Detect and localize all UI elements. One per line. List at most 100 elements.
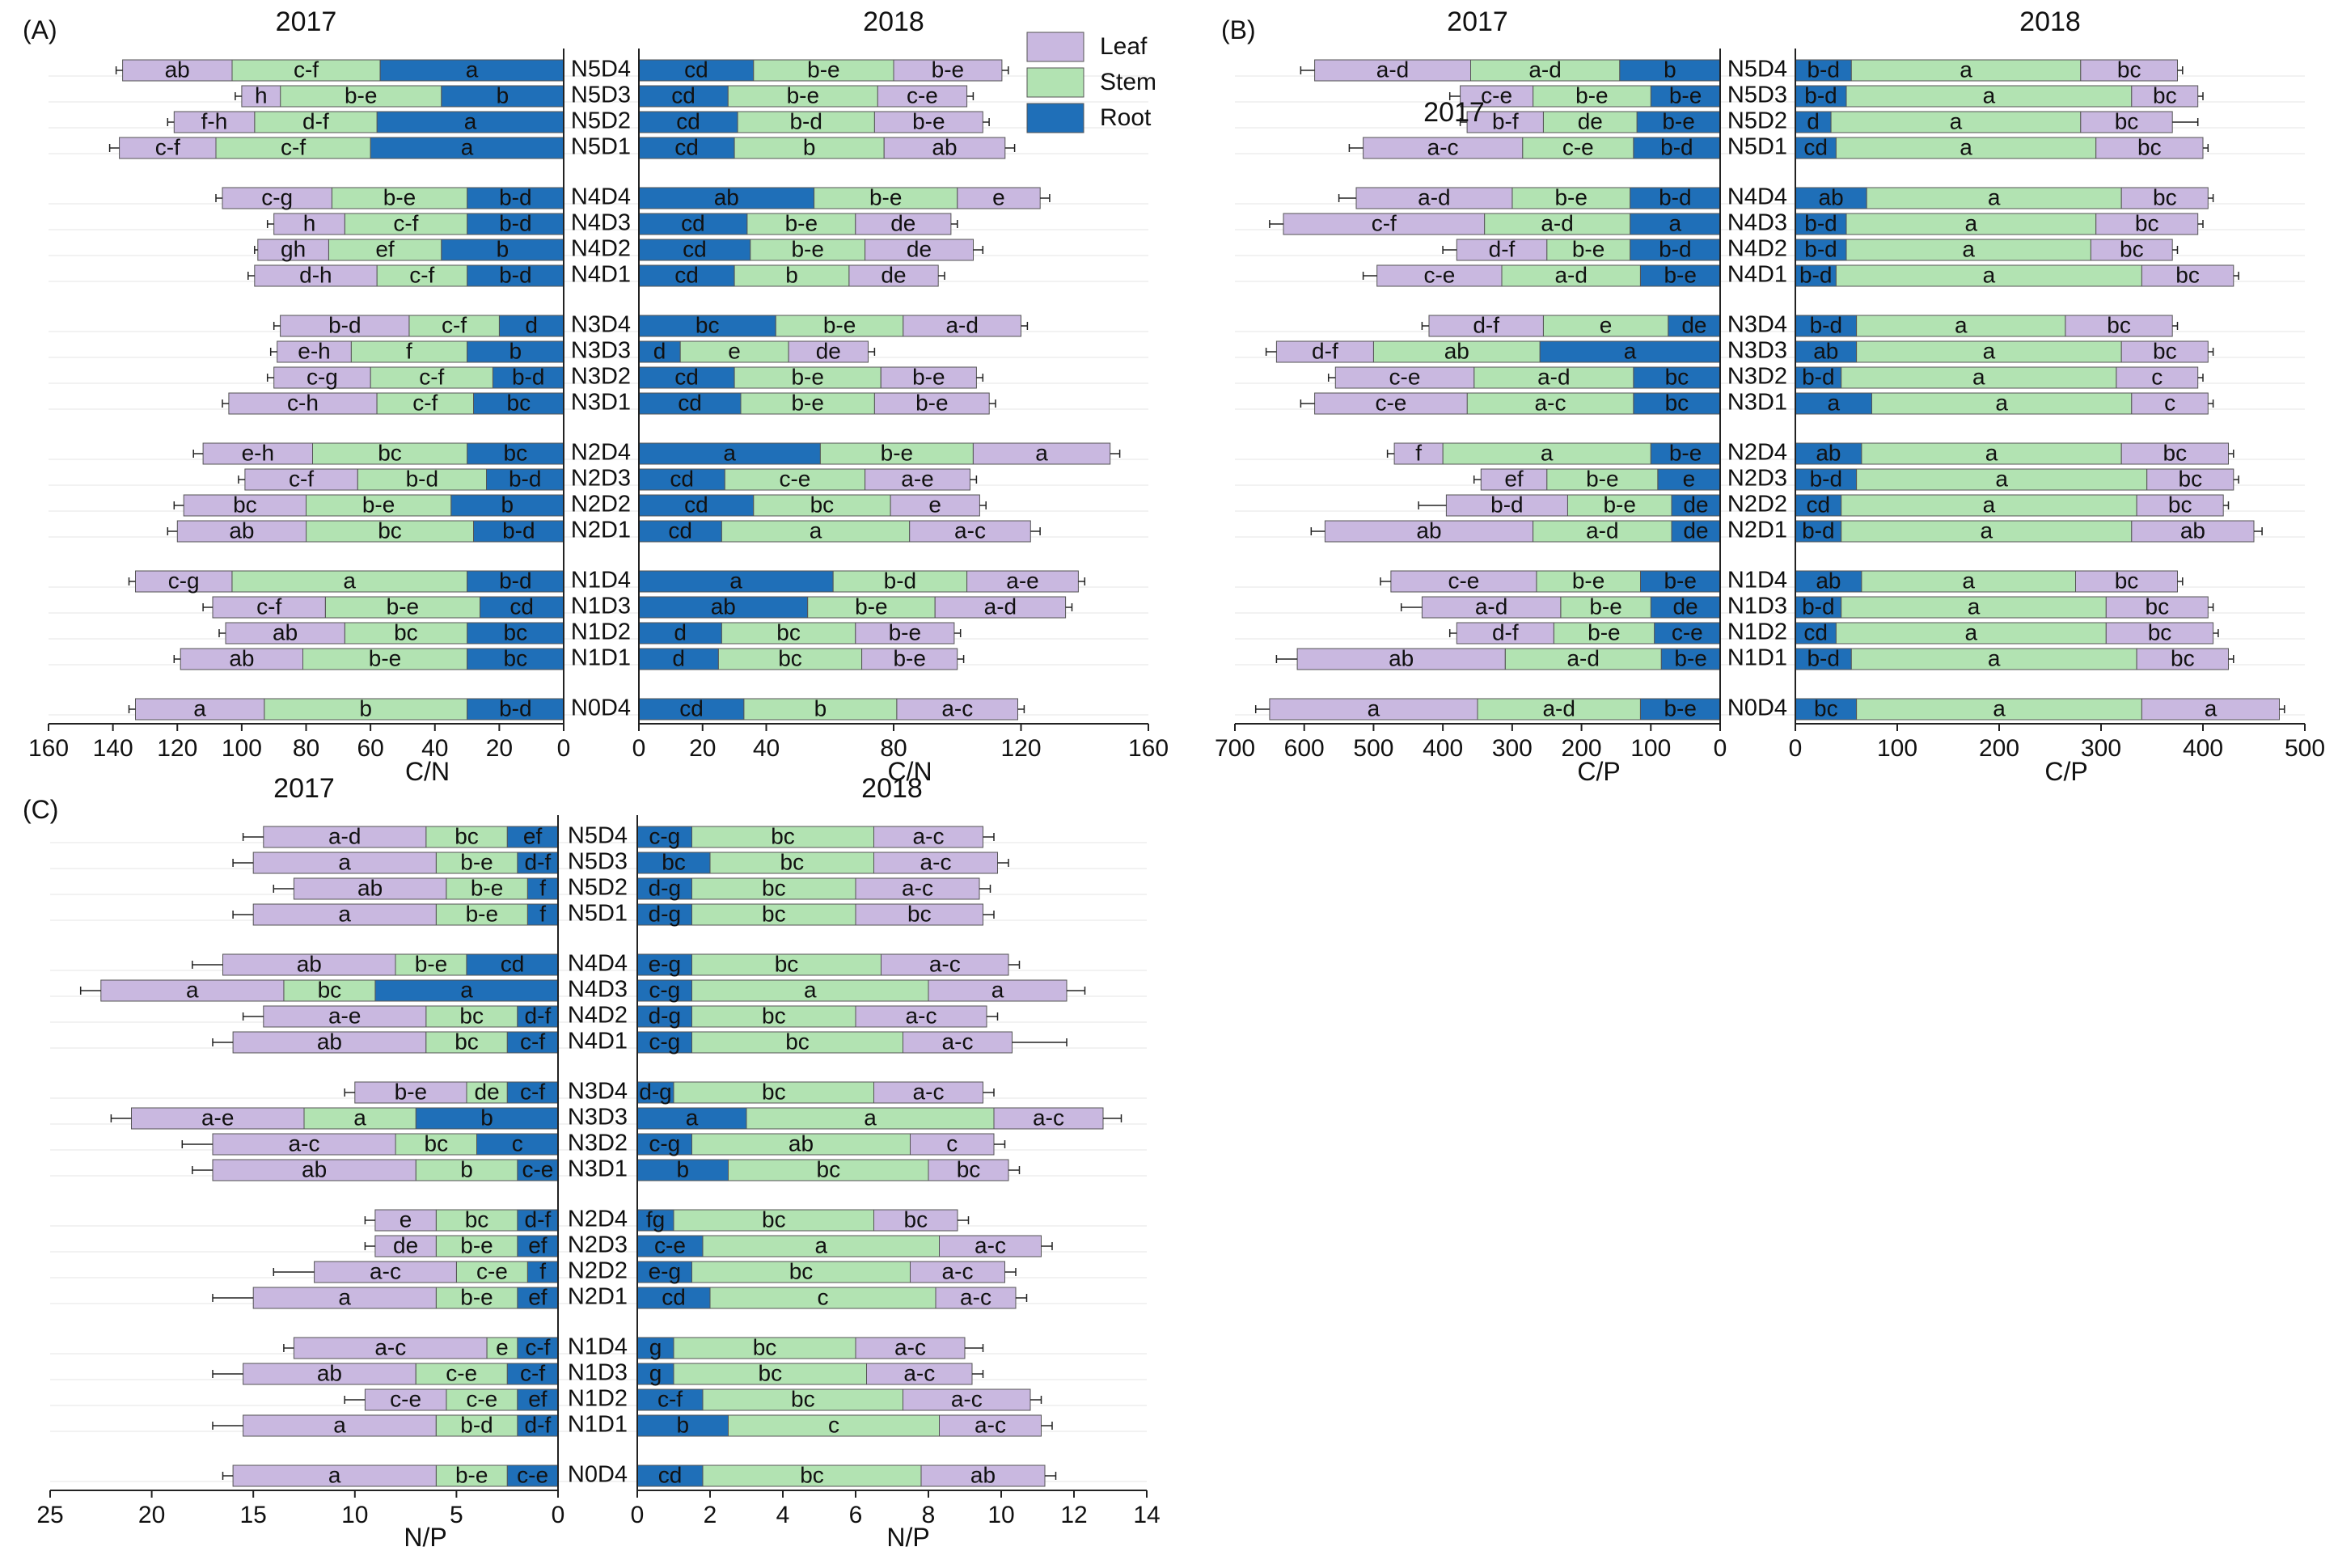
x-tick-label: 300 <box>2081 735 2121 762</box>
treatment-label-n4d1: N4D1 <box>1727 262 1787 288</box>
bar-stem-n2d2 <box>753 494 891 517</box>
bar-stem-n5d2 <box>691 877 856 900</box>
bar-leaf-n5d4 <box>263 826 427 848</box>
bar-leaf-n3d3 <box>131 1107 305 1130</box>
treatment-label-n5d1: N5D1 <box>1727 134 1787 160</box>
letter-leaf-n1d2: ab <box>273 619 298 645</box>
treatment-label-n5d1: N5D1 <box>571 134 631 160</box>
letter-leaf-n1d1: ab <box>1389 645 1414 670</box>
treatment-label-n3d3: N3D3 <box>1727 338 1787 364</box>
letter-stem-n2d3: b-e <box>1586 466 1618 491</box>
bar-leaf-n2d1 <box>1324 520 1534 543</box>
bar-root-n5d2 <box>376 111 564 133</box>
letter-root-n2d4: bc <box>504 440 528 465</box>
bar-leaf-n5d4 <box>873 826 983 848</box>
bar-root-n4d2 <box>441 239 564 261</box>
treatment-label-n3d2: N3D2 <box>571 364 631 390</box>
letter-leaf-n2d2: bc <box>2168 492 2192 517</box>
bar-stem-n4d2 <box>1845 239 2091 261</box>
bar-leaf-n2d4 <box>873 1209 958 1232</box>
bar-root-n4d4 <box>466 953 559 976</box>
letter-stem-n5d4: bc <box>454 823 479 848</box>
treatment-label-n2d1: N2D1 <box>1727 518 1787 543</box>
letter-stem-n1d3: bc <box>759 1360 783 1385</box>
letter-stem-n2d4: bc <box>465 1207 489 1232</box>
bar-root-n5d1 <box>1633 137 1721 159</box>
bar-stem-n3d2 <box>1473 366 1634 389</box>
letter-stem-n2d3: c-e <box>779 466 810 491</box>
letter-leaf-n4d2: gh <box>281 236 306 261</box>
bar-stem-n4d2 <box>328 239 442 261</box>
letter-leaf-n4d3: h <box>303 210 316 235</box>
letter-leaf-n5d2: a-c <box>902 875 933 900</box>
bar-stem-n3d2 <box>734 366 882 389</box>
letter-root-n1d1: b-d <box>1807 645 1839 670</box>
letter-stem-n3d1: bc <box>817 1156 841 1181</box>
letter-stem-n1d3: b-e <box>1589 594 1621 619</box>
x-tick-label: 0 <box>552 1502 565 1528</box>
bar-stem-n4d4 <box>691 953 882 976</box>
bar-leaf-n3d4 <box>2065 315 2173 337</box>
bar-leaf-n2d4 <box>374 1209 437 1232</box>
bar-root-n1d1 <box>1660 648 1721 670</box>
letter-stem-n3d2: a-d <box>1537 364 1570 389</box>
letter-root-n2d3: c-e <box>654 1232 686 1257</box>
treatment-label-n2d3: N2D3 <box>1727 466 1787 492</box>
letter-root-n1d3: b-d <box>1802 594 1834 619</box>
bar-stem-n0d4 <box>702 1464 922 1487</box>
letter-leaf-n5d4: ab <box>165 57 190 82</box>
treatment-label-n3d4: N3D4 <box>571 312 631 338</box>
bar-leaf-n4d3 <box>2095 213 2199 235</box>
letter-stem-n5d4: c-f <box>294 57 319 82</box>
letter-stem-n5d1: a <box>1960 134 1972 159</box>
letter-leaf-n2d2: b-d <box>1490 492 1523 517</box>
bar-stem-n1d4 <box>673 1337 856 1359</box>
letter-root-n2d4: ab <box>1816 440 1841 465</box>
letter-stem-n2d3: b-e <box>460 1232 493 1257</box>
treatment-label-n0d4: N0D4 <box>568 1462 628 1488</box>
bar-stem-n3d2 <box>691 1133 911 1156</box>
letter-root-n4d3: c-g <box>649 977 680 1002</box>
letter-root-n4d4: e-g <box>649 951 681 976</box>
bar-root-n5d1 <box>370 137 564 159</box>
bar-root-n2d1 <box>1795 520 1842 543</box>
letter-stem-n2d2: b-e <box>362 492 395 517</box>
bar-stem-n1d1 <box>302 648 467 670</box>
letter-root-n4d4: cd <box>501 951 525 976</box>
bar-leaf-n1d1 <box>180 648 303 670</box>
legend-label-leaf: Leaf <box>1100 33 1148 60</box>
panel-b: (B)N5D4N5D3N5D2N5D1N4D4N4D3N4D2N4D1N3D4N… <box>1215 6 2325 786</box>
bar-root-n2d2 <box>638 494 755 517</box>
treatment-label-n4d3: N4D3 <box>568 977 628 1003</box>
letter-root-n3d1: b <box>677 1156 690 1181</box>
letter-root-n0d4: b-d <box>499 695 531 721</box>
letter-leaf-n1d2: d-f <box>1492 619 1519 645</box>
letter-stem-n1d2: c-e <box>466 1386 497 1411</box>
treatment-label-n4d2: N4D2 <box>568 1003 628 1029</box>
letter-root-n5d4: a <box>466 57 479 82</box>
letter-leaf-n3d2: c-g <box>307 364 338 389</box>
bar-stem-n3d3 <box>746 1107 995 1130</box>
letter-stem-n2d2: c-e <box>476 1258 508 1283</box>
letter-root-n1d1: bc <box>504 645 528 670</box>
treatment-label-n3d2: N3D2 <box>1727 364 1787 390</box>
letter-root-n4d4: ab <box>714 184 739 209</box>
letter-leaf-n2d2: bc <box>233 492 257 517</box>
bar-root-n1d3 <box>506 1363 559 1385</box>
bar-leaf-n5d4 <box>2080 59 2179 82</box>
letter-leaf-n5d3: c-e <box>1481 82 1512 108</box>
letter-leaf-n1d3: ab <box>317 1360 342 1385</box>
letter-stem-n5d3: b-e <box>345 82 377 108</box>
letter-leaf-n3d2: c <box>946 1131 958 1156</box>
bar-root-n3d1 <box>1795 392 1872 415</box>
letter-leaf-n4d3: a <box>991 977 1004 1002</box>
bar-root-n3d2 <box>638 366 735 389</box>
bar-stem-n2d1 <box>1841 520 2133 543</box>
letter-root-n4d2: cd <box>683 236 707 261</box>
bar-root-n3d1 <box>473 392 564 415</box>
letter-leaf-n5d3: h <box>255 82 268 108</box>
bar-stem-n1d1 <box>1850 648 2137 670</box>
letter-stem-n1d3: b-e <box>387 594 419 619</box>
bar-root-n4d4 <box>638 187 815 209</box>
letter-root-n2d4: a <box>723 440 736 465</box>
